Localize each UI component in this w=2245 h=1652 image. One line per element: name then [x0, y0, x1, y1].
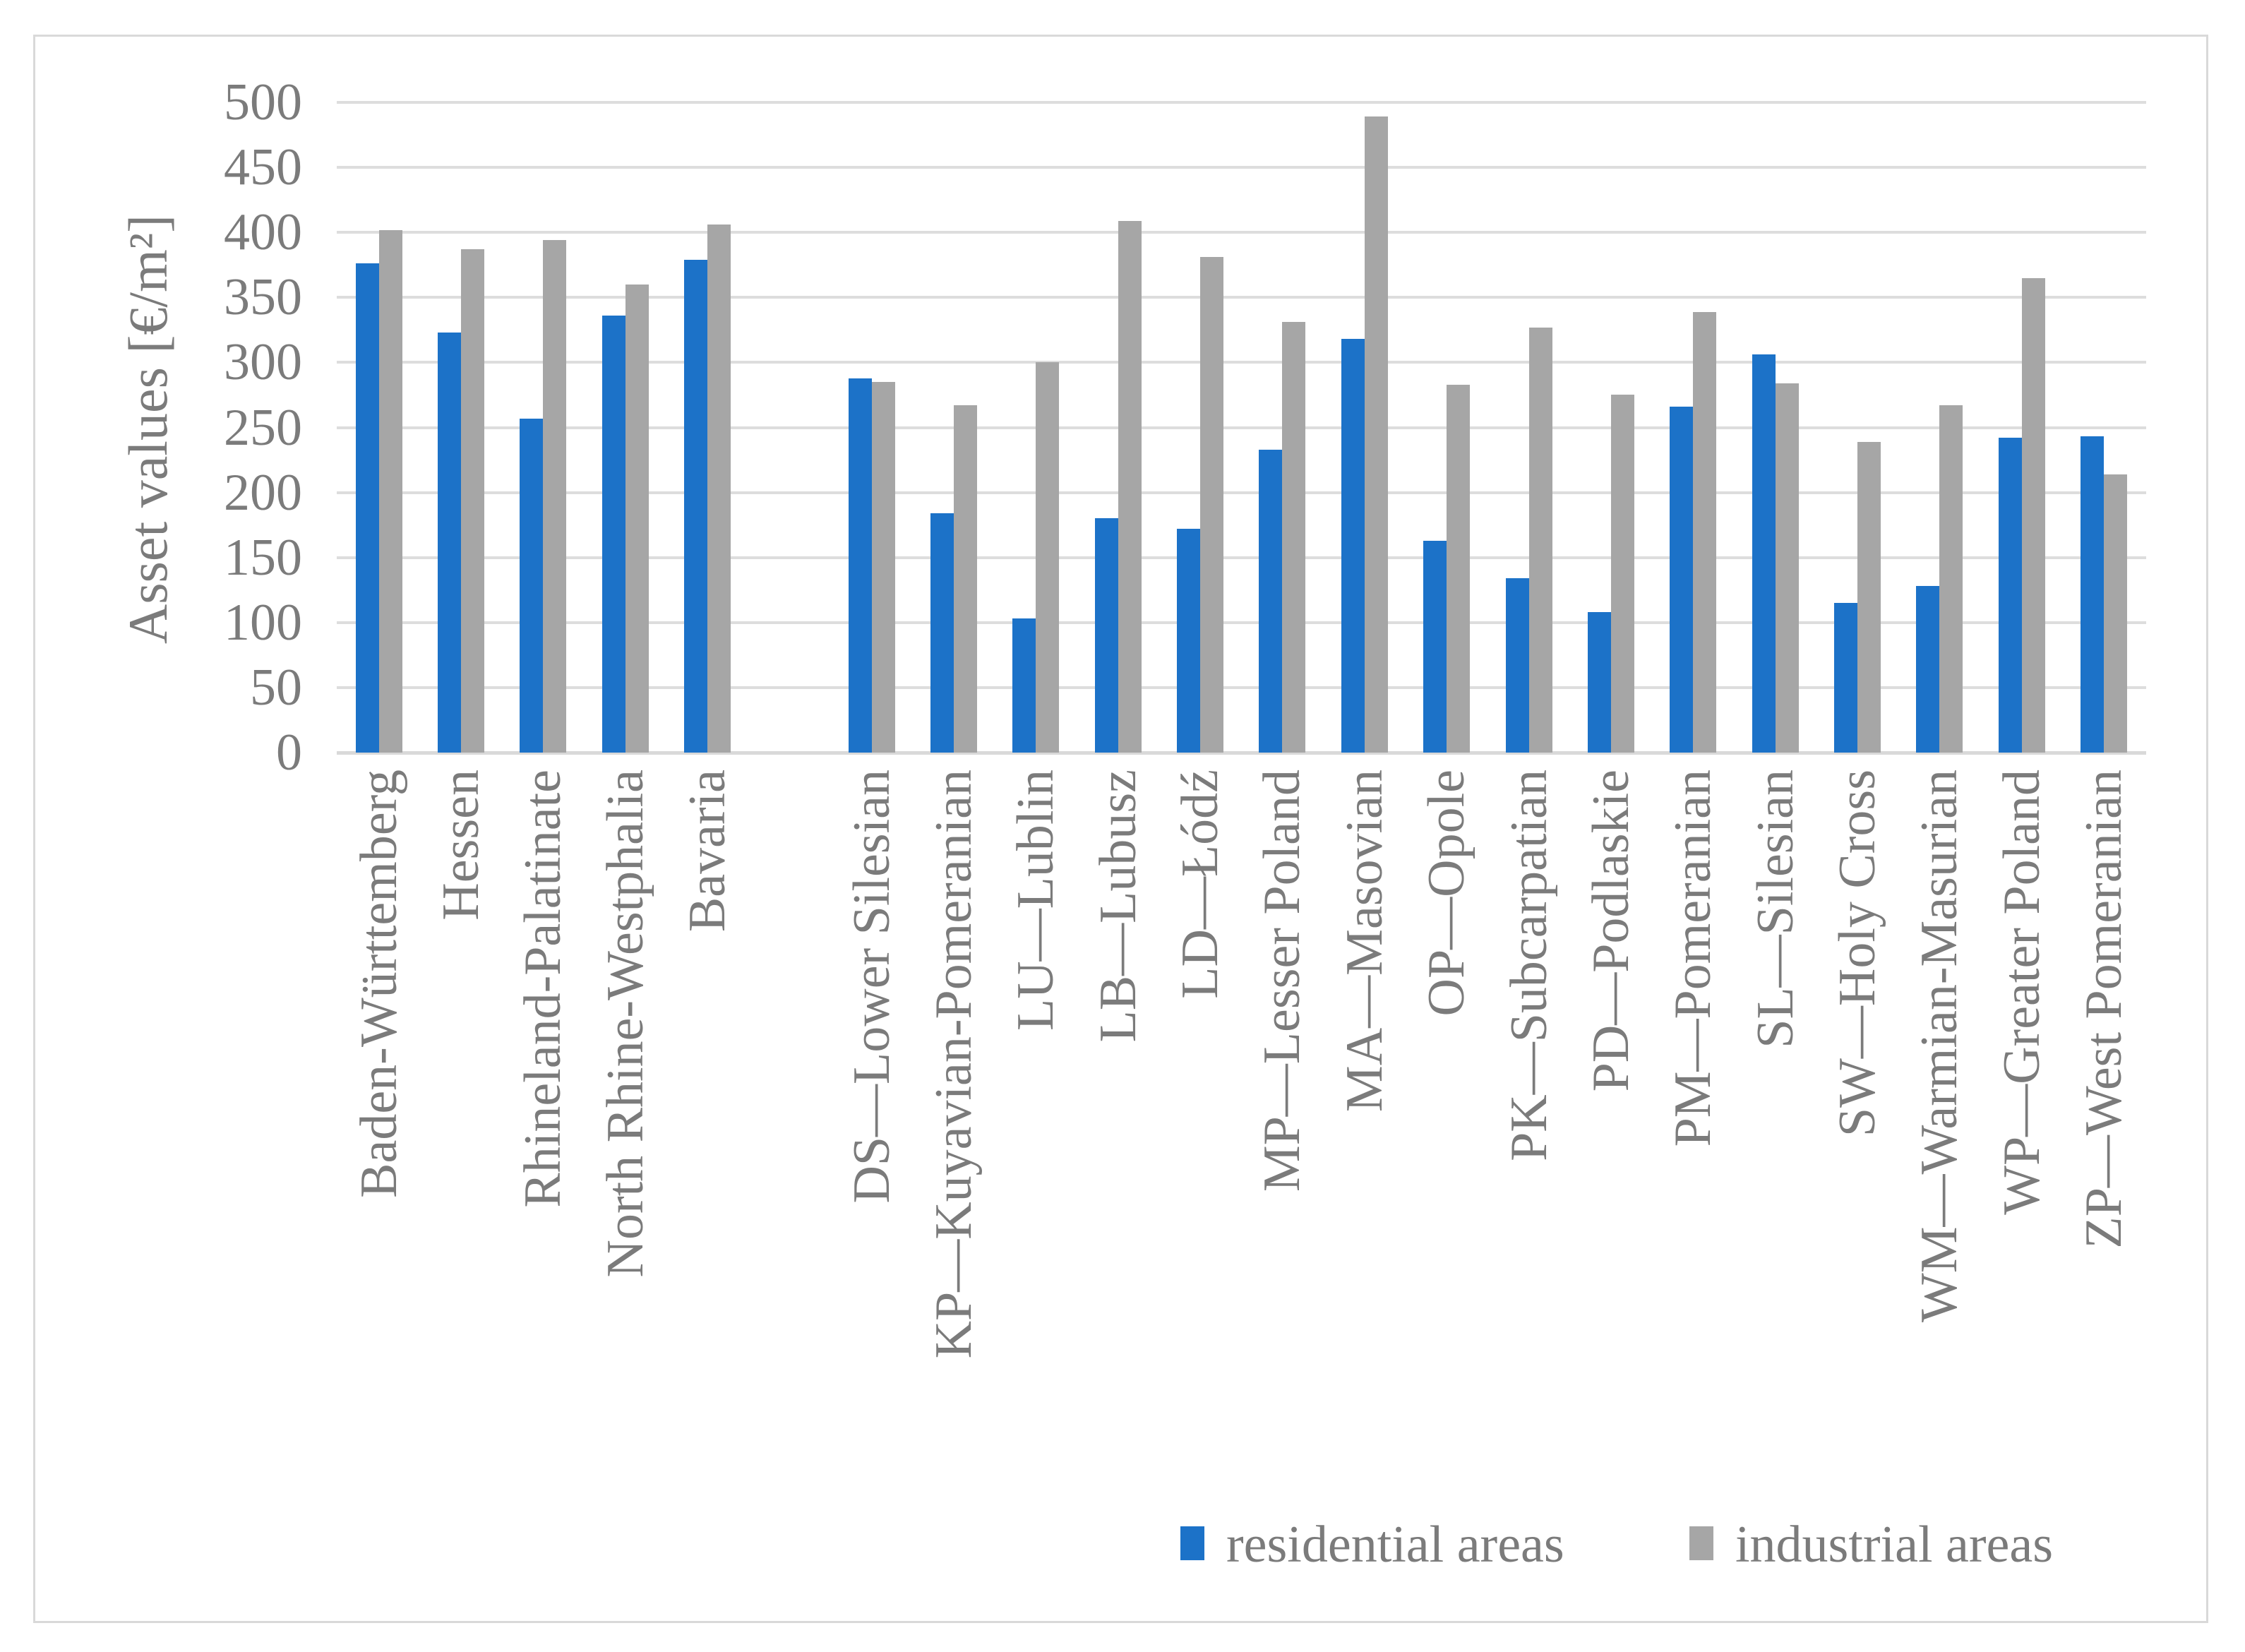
bar-industrial	[2104, 474, 2128, 753]
y-gridline	[337, 231, 2146, 234]
y-tick-label: 500	[224, 73, 302, 131]
bar-residential	[601, 316, 625, 753]
x-axis-label: PK—Subcarpatian	[1499, 770, 1558, 1161]
x-axis-label: WM—Warmian-Masurian	[1910, 770, 1969, 1323]
bar-residential	[2081, 436, 2105, 753]
x-axis-label: ZP—West Pomeranian	[2075, 770, 2133, 1249]
bar-industrial	[1036, 362, 1060, 753]
y-gridline	[337, 556, 2146, 559]
bar-residential	[1916, 586, 1940, 753]
y-tick-label: 300	[224, 333, 302, 392]
bar-residential	[1259, 449, 1283, 753]
bar-residential	[1094, 518, 1118, 753]
bar-residential	[930, 513, 954, 753]
bar-residential	[1505, 578, 1529, 753]
x-axis-label: North Rhine-Westphalia	[596, 770, 654, 1278]
bar-industrial	[1282, 322, 1306, 753]
bar-industrial	[1528, 327, 1552, 753]
y-tick-label: 50	[250, 658, 302, 717]
bar-residential	[437, 333, 461, 753]
bar-residential	[1752, 354, 1776, 753]
y-gridline	[337, 101, 2146, 104]
bar-industrial	[1364, 116, 1388, 753]
legend-label-industrial: industrial areas	[1735, 1516, 2053, 1574]
bar-residential	[848, 378, 872, 753]
x-axis-label: Bavaria	[678, 770, 736, 933]
y-tick-label: 0	[276, 724, 302, 782]
bar-residential	[1833, 603, 1857, 753]
bar-residential	[355, 263, 379, 753]
bar-residential	[1177, 529, 1201, 753]
bar-residential	[1587, 612, 1611, 753]
y-gridline	[337, 686, 2146, 689]
bar-industrial	[954, 405, 978, 753]
x-axis-label: OP—Opole	[1418, 770, 1476, 1017]
x-axis-label: LB—Lubusz	[1089, 770, 1147, 1043]
y-tick-label: 200	[224, 463, 302, 522]
x-axis-label: PD—Podlaskie	[1581, 770, 1640, 1092]
bar-industrial	[1200, 257, 1224, 753]
bar-residential	[1012, 618, 1036, 753]
legend-label-residential: residential areas	[1226, 1516, 1564, 1574]
y-tick-label: 400	[224, 203, 302, 262]
bar-industrial	[871, 382, 895, 753]
bar-industrial	[543, 240, 567, 753]
legend-swatch-residential	[1180, 1526, 1204, 1560]
x-axis-label: LD—Łódź	[1171, 770, 1230, 999]
bar-industrial	[460, 249, 484, 753]
bar-industrial	[1775, 383, 1799, 753]
bar-industrial	[707, 225, 731, 753]
x-axis-line	[337, 751, 2146, 755]
x-axis-label: WP—Greater Poland	[1992, 770, 2051, 1215]
x-axis-label: Baden-Württemberg	[349, 770, 408, 1198]
bar-industrial	[2021, 277, 2045, 753]
y-gridline	[337, 426, 2146, 429]
legend-swatch-industrial	[1689, 1526, 1713, 1560]
bar-industrial	[378, 229, 402, 753]
x-axis-label: Hessen	[431, 770, 490, 921]
bar-industrial	[1118, 220, 1142, 753]
y-gridline	[337, 491, 2146, 494]
x-axis-label: SL—Silesian	[1746, 770, 1804, 1048]
x-axis-label: PM—Pomeranian	[1664, 770, 1723, 1147]
x-axis-label: LU—Lublin	[1007, 770, 1065, 1031]
x-axis-label: Rhineland-Palatinate	[514, 770, 573, 1208]
y-gridline	[337, 621, 2146, 624]
y-tick-label: 250	[224, 398, 302, 457]
y-gridline	[337, 361, 2146, 364]
bar-residential	[1670, 407, 1694, 753]
x-axis-label: DS—Lower Silesian	[842, 770, 901, 1204]
bar-industrial	[1447, 384, 1471, 753]
y-tick-label: 450	[224, 138, 302, 197]
bar-residential	[1423, 540, 1447, 753]
x-axis-label: MP—Lesser Poland	[1253, 770, 1312, 1192]
y-tick-label: 100	[224, 593, 302, 652]
bar-residential	[1341, 339, 1365, 753]
bar-industrial	[1610, 395, 1634, 753]
x-axis-label: MA—Masovian	[1335, 770, 1394, 1113]
y-tick-label: 150	[224, 528, 302, 587]
x-axis-label: SW—Holy Cross	[1828, 770, 1886, 1137]
y-gridline	[337, 296, 2146, 299]
y-gridline	[337, 166, 2146, 169]
bar-residential	[683, 259, 707, 753]
bar-residential	[520, 418, 544, 753]
bar-industrial	[1693, 311, 1717, 753]
bar-industrial	[625, 284, 649, 753]
bar-industrial	[1857, 441, 1881, 753]
y-tick-label: 350	[224, 268, 302, 327]
bar-industrial	[1939, 405, 1963, 753]
x-axis-label: KP—Kuyavian-Pomeranian	[925, 770, 983, 1359]
bar-residential	[1998, 438, 2022, 753]
